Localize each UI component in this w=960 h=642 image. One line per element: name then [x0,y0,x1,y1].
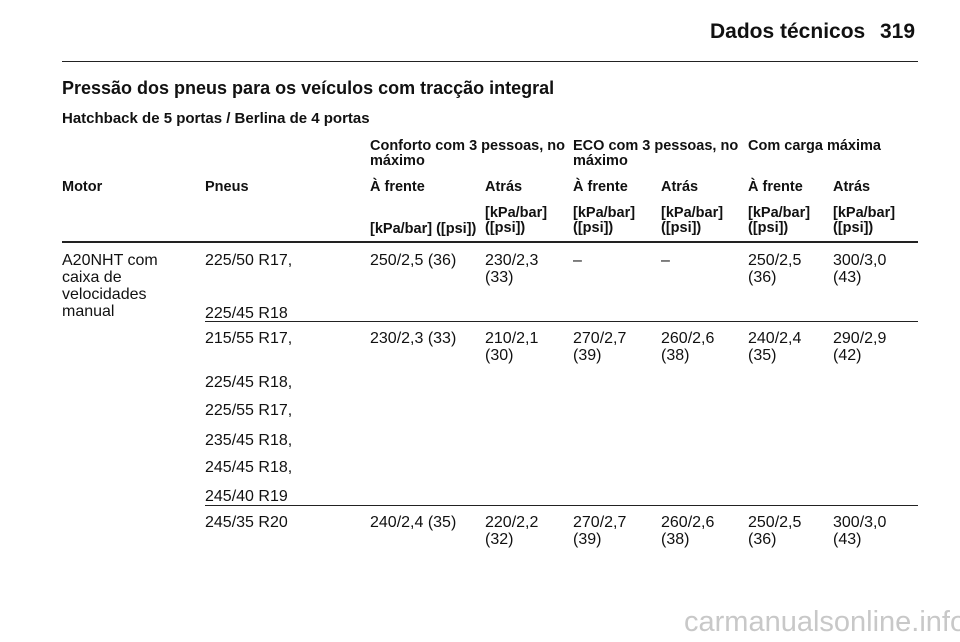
pressure-value: 230/2,3 (33) [370,330,457,347]
pressure-value: 270/2,7 (39) [573,330,627,364]
motor: A20NHT com caixa de velocidades manual [62,252,158,320]
pressure-value: 230/2,3 (33) [485,252,539,286]
watermark: carmanualsonline.info [684,606,960,638]
unit-header: [kPa/bar] ([psi]) [370,221,477,237]
tyre-size: 245/40 R19 [205,488,288,505]
tyre-size: 245/45 R18, [205,459,293,476]
group-header: Com carga máxima [748,138,881,154]
rule [62,241,918,243]
rule [62,61,918,62]
column-header: À frente [748,179,803,195]
tyre-size: 245/35 R20 [205,514,288,531]
pressure-value: 220/2,2 (32) [485,514,539,548]
column-header: Atrás [661,179,699,195]
pressure-value: 260/2,6 (38) [661,514,715,548]
pressure-value: 250/2,5 (36) [370,252,457,269]
unit-header: [kPa/bar] ([psi]) [748,205,811,236]
tyre-size: 225/55 R17, [205,402,293,419]
pressure-value: 240/2,4 (35) [748,330,802,364]
unit-header: [kPa/bar] ([psi]) [573,205,636,236]
rule [205,505,918,506]
group-header: ECO com 3 pessoas, no máximo [573,138,739,169]
unit-header: [kPa/bar] ([psi]) [485,205,548,236]
pressure-value: 210/2,1 (30) [485,330,539,364]
tyre-size: 225/45 R18 [205,305,288,322]
pressure-value: 290/2,9 (42) [833,330,887,364]
column-header: Motor [62,179,103,195]
pressure-value: 250/2,5 (36) [748,252,802,286]
column-header: Atrás [833,179,871,195]
tyre-size: 225/45 R18, [205,374,293,391]
column-header: Atrás [485,179,523,195]
pressure-value: 300/3,0 (43) [833,252,887,286]
pressure-value: 250/2,5 (36) [748,514,802,548]
pressure-value: 270/2,7 (39) [573,514,627,548]
section-title: Pressão dos pneus para os veículos com t… [62,78,555,98]
pressure-value: 300/3,0 (43) [833,514,887,548]
header-title: Dados técnicos [710,20,866,43]
column-header: À frente [573,179,628,195]
rule [205,321,918,322]
unit-header: [kPa/bar] ([psi]) [833,205,896,236]
pressure-value: – [661,252,670,269]
column-header: À frente [370,179,425,195]
pressure-value: 240/2,4 (35) [370,514,457,531]
tyre-size: 225/50 R17, [205,252,293,269]
page-number: 319 [880,20,916,43]
group-header: Conforto com 3 pessoas, no máximo [370,138,565,169]
tyre-size: 235/45 R18, [205,432,293,449]
tyre-size: 215/55 R17, [205,330,293,347]
unit-header: [kPa/bar] ([psi]) [661,205,724,236]
pressure-value: 260/2,6 (38) [661,330,715,364]
column-header: Pneus [205,179,249,195]
pressure-value: – [573,252,582,269]
subtitle: Hatchback de 5 portas / Berlina de 4 por… [62,110,370,127]
